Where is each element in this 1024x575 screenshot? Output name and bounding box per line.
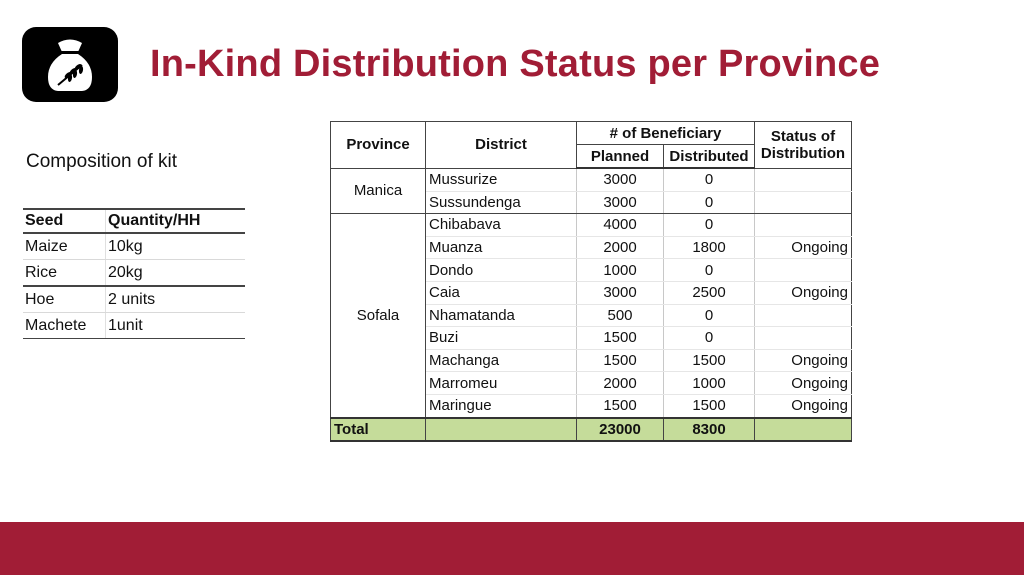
planned-cell: 1500 [576,394,664,419]
planned-cell: 1000 [576,258,664,282]
dist-header-row: Province District # of Beneficiary Statu… [330,121,852,169]
total-label: Total [330,416,426,442]
total-district-empty [425,416,577,442]
status-cell [754,168,852,192]
kit-row: Hoe 2 units [23,285,245,313]
table-row: Maringue 1500 1500 Ongoing [331,394,852,419]
table-row: Dondo 1000 0 [331,258,852,282]
distributed-cell: 2500 [663,281,755,305]
kit-item: Machete [23,312,106,339]
district-cell: Buzi [425,326,577,350]
kit-item: Hoe [23,285,106,313]
table-row: Muanza 2000 1800 Ongoing [331,236,852,260]
distributed-cell: 1500 [663,349,755,373]
district-cell: Dondo [425,258,577,282]
district-cell: Chibabava [425,213,577,237]
status-cell [754,191,852,215]
distributed-cell: 0 [663,258,755,282]
total-row: Total 23000 8300 [330,416,852,442]
kit-header-row: Seed Quantity/HH [23,208,245,234]
distributed-cell: 0 [663,304,755,328]
planned-cell: 1500 [576,326,664,350]
province-cell: Manica [330,168,426,215]
dist-subheader-row: Planned Distributed [331,144,852,169]
table-row: Nhamatanda 500 0 [331,304,852,328]
total-planned: 23000 [576,416,664,442]
district-cell: Muanza [425,236,577,260]
footer-bar [0,522,1024,575]
total-status-empty [754,416,852,442]
status-cell [754,326,852,350]
kit-item: Maize [23,233,106,260]
status-cell [754,258,852,282]
kit-row: Machete 1unit [23,312,245,339]
planned-cell: 1500 [576,349,664,373]
district-cell: Marromeu [425,371,577,395]
col-beneficiary: # of Beneficiary [576,121,755,145]
col-status: Status of Distribution [754,121,852,169]
table-row: Caia 3000 2500 Ongoing [331,281,852,305]
col-distributed: Distributed [663,144,755,169]
status-cell [754,304,852,328]
district-cell: Machanga [425,349,577,373]
table-row: Sofala Chibabava 4000 0 [330,213,852,419]
kit-qty: 20kg [105,259,245,287]
kit-table: Seed Quantity/HH Maize 10kg Rice 20kg Ho… [23,208,245,339]
status-cell: Ongoing [754,394,852,419]
col-planned: Planned [576,144,664,169]
kit-qty: 10kg [105,233,245,260]
planned-cell: 3000 [576,191,664,215]
distributed-cell: 1800 [663,236,755,260]
status-cell [754,213,852,237]
status-cell: Ongoing [754,349,852,373]
kit-col-quantity: Quantity/HH [105,208,245,234]
table-row: Manica Mussurize 3000 0 [330,168,852,215]
distributed-cell: 0 [663,168,755,192]
distributed-cell: 0 [663,213,755,237]
district-cell: Mussurize [425,168,577,192]
col-district: District [425,121,577,169]
planned-cell: 3000 [576,281,664,305]
distributed-cell: 1500 [663,394,755,419]
district-cell: Caia [425,281,577,305]
distributed-cell: 0 [663,191,755,215]
logo [22,27,118,102]
status-cell: Ongoing [754,371,852,395]
kit-item: Rice [23,259,106,287]
status-cell: Ongoing [754,236,852,260]
kit-col-seed: Seed [23,208,106,234]
district-cell: Nhamatanda [425,304,577,328]
planned-cell: 3000 [576,168,664,192]
kit-qty: 1unit [105,312,245,339]
table-row: Buzi 1500 0 [331,326,852,350]
table-row: Sussundenga 3000 0 [331,191,852,215]
status-cell: Ongoing [754,281,852,305]
province-cell: Sofala [330,213,426,419]
planned-cell: 500 [576,304,664,328]
kit-qty: 2 units [105,285,245,313]
page-title: In-Kind Distribution Status per Province [150,43,881,85]
district-cell: Maringue [425,394,577,419]
planned-cell: 4000 [576,213,664,237]
total-distributed: 8300 [663,416,755,442]
kit-row: Rice 20kg [23,259,245,287]
planned-cell: 2000 [576,236,664,260]
col-province: Province [330,121,426,169]
kit-row: Maize 10kg [23,233,245,260]
table-row: Marromeu 2000 1000 Ongoing [331,371,852,395]
table-row: Machanga 1500 1500 Ongoing [331,349,852,373]
kit-heading: Composition of kit [26,151,178,172]
seed-sack-wheat-icon [48,39,92,91]
planned-cell: 2000 [576,371,664,395]
distributed-cell: 1000 [663,371,755,395]
distributed-cell: 0 [663,326,755,350]
district-cell: Sussundenga [425,191,577,215]
distribution-table: Province District # of Beneficiary Statu… [330,121,852,442]
